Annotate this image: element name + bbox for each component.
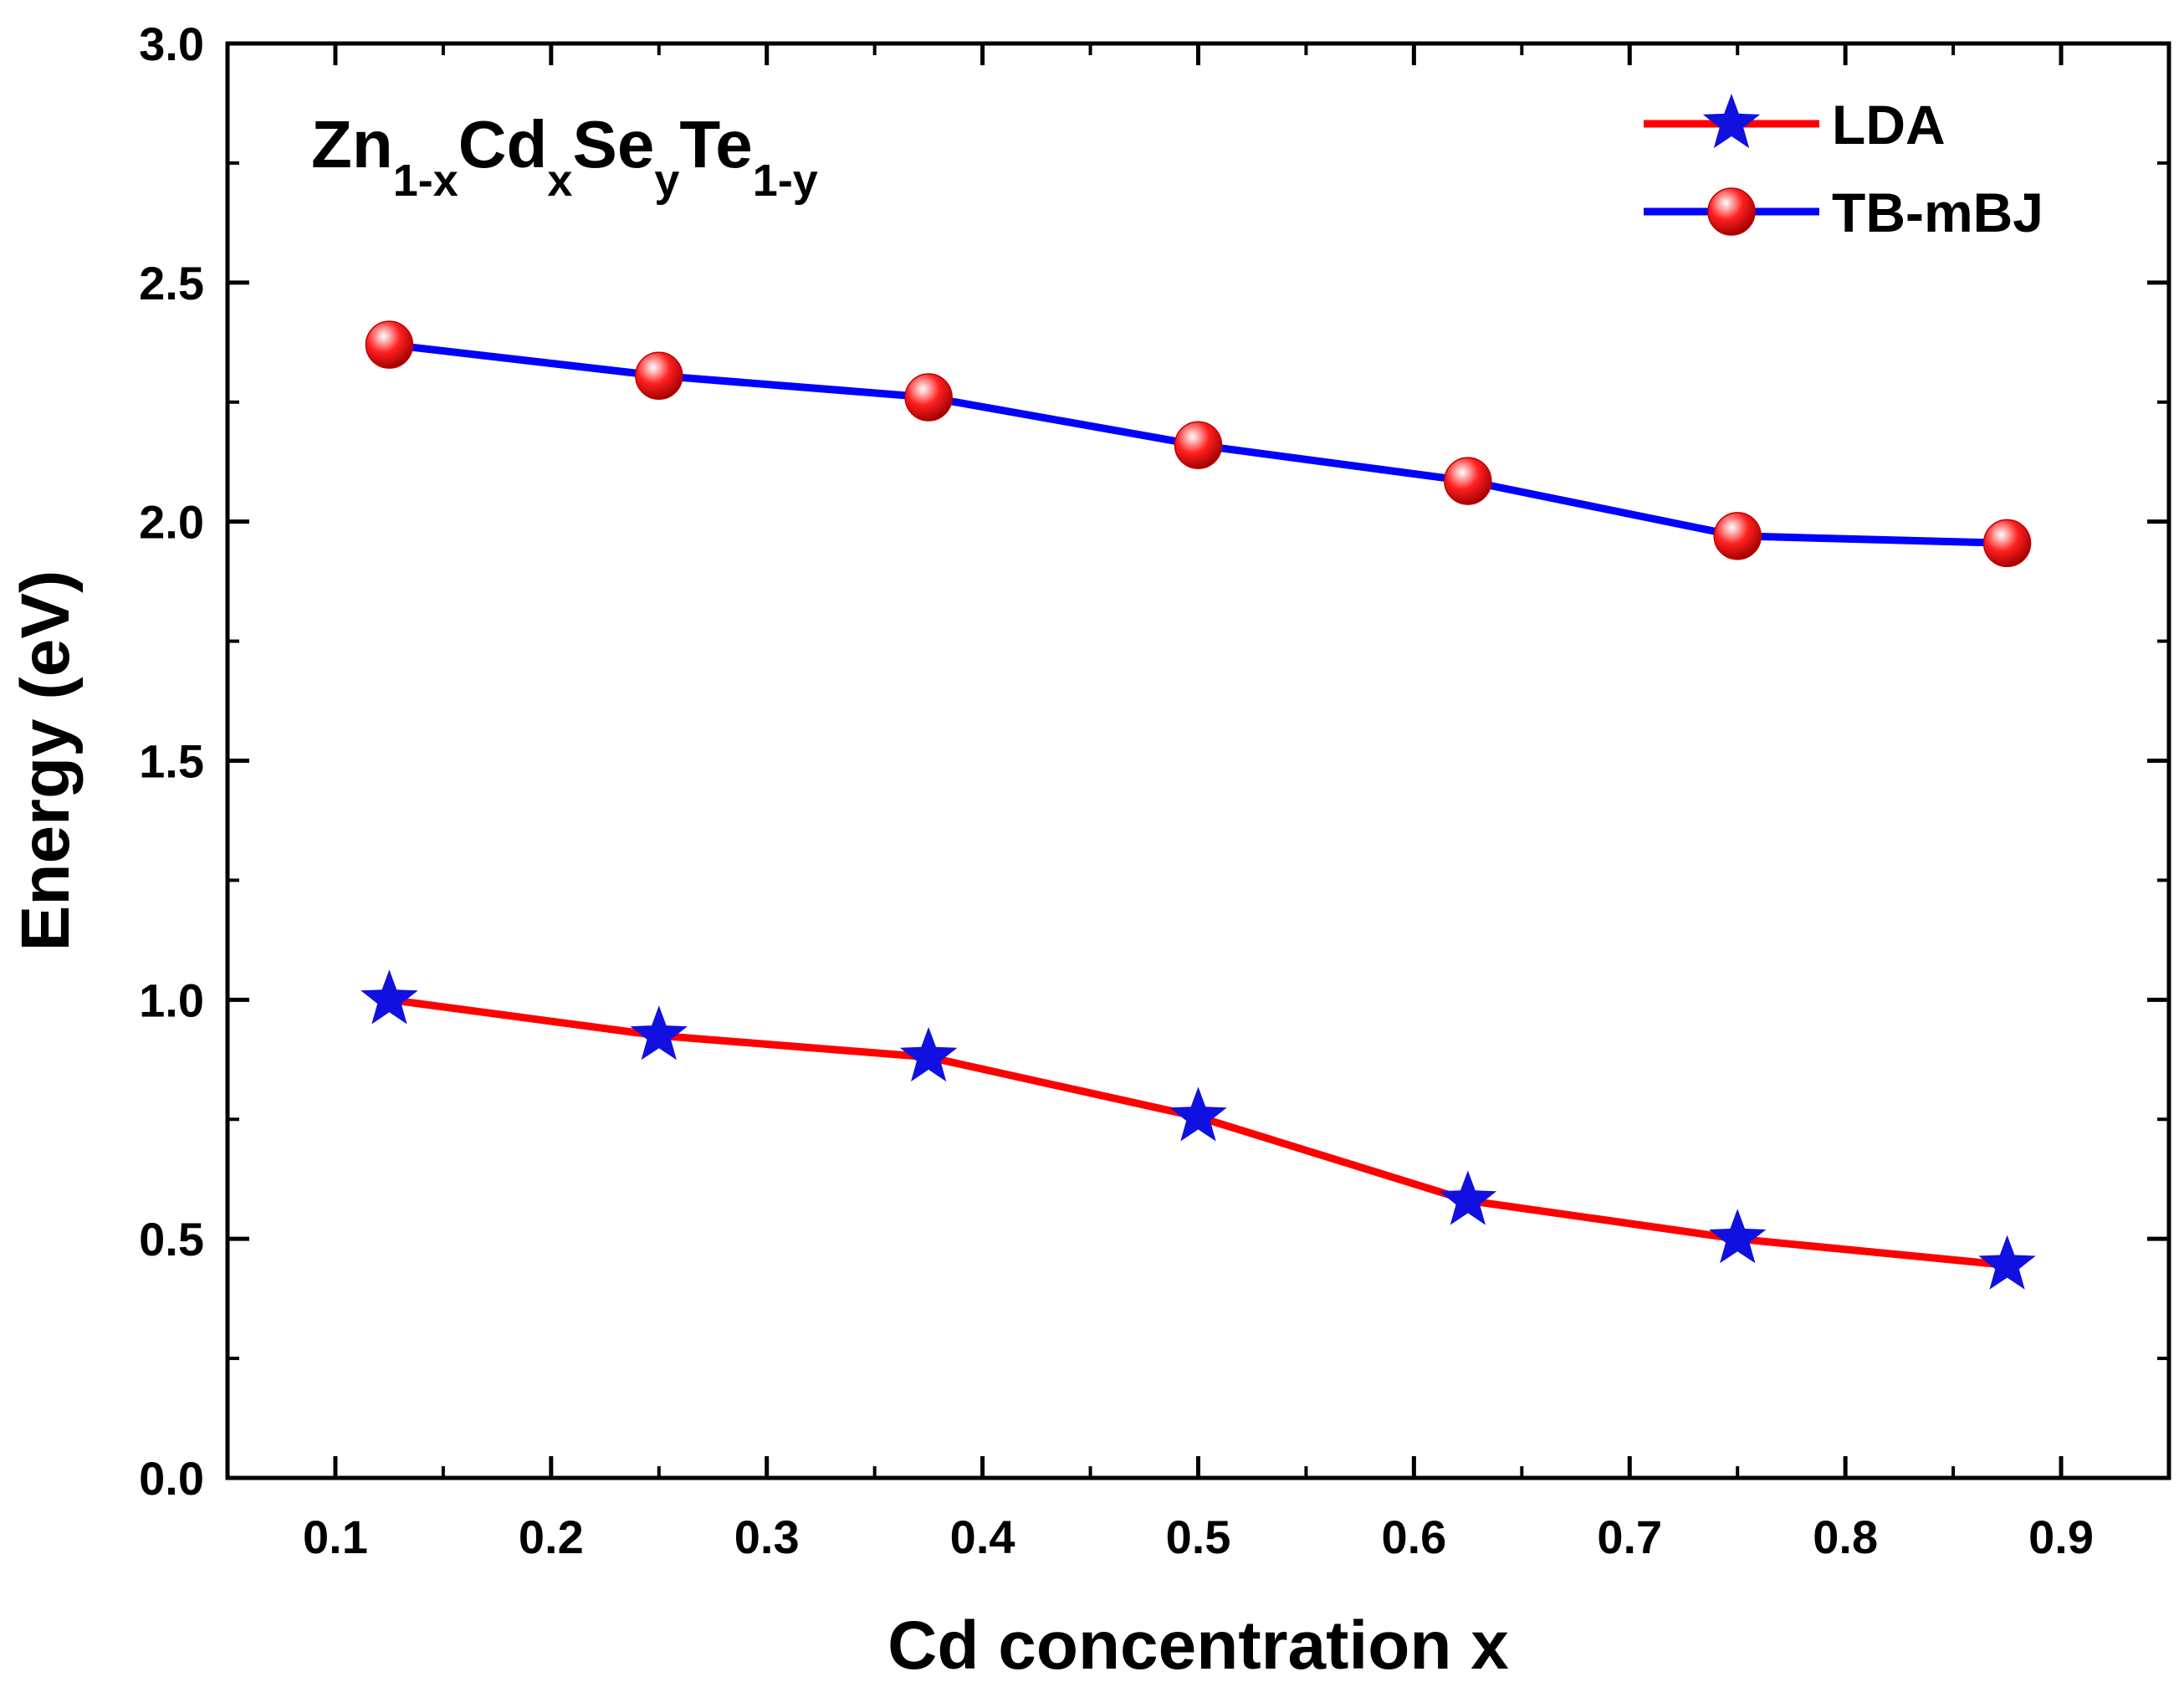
x-tick-label: 0.2 (519, 1511, 584, 1563)
formula-subscript: x (547, 156, 572, 206)
x-tick-label: 0.4 (950, 1511, 1015, 1563)
y-tick-label: 1.0 (139, 974, 204, 1026)
formula-subscript: 1-x (393, 156, 458, 206)
legend-marker-tb-mbj (1707, 187, 1756, 236)
y-tick-label: 2.0 (139, 496, 204, 549)
data-point-lda (1709, 1209, 1767, 1264)
data-point-tb-mbj (1174, 421, 1223, 469)
data-point-tb-mbj (1444, 457, 1492, 505)
data-point-tb-mbj (635, 351, 683, 401)
x-tick-label: 0.3 (734, 1511, 800, 1563)
x-tick-label: 0.9 (2028, 1511, 2094, 1563)
formula-text: Cd (458, 107, 548, 181)
data-point-tb-mbj (904, 373, 953, 422)
x-tick-label: 0.5 (1166, 1511, 1231, 1563)
formula-text: Se (572, 107, 654, 181)
formula-subscript: 1-y (753, 156, 818, 206)
x-axis-title: Cd concentration x (887, 1608, 1509, 1682)
legend-label-lda: LDA (1832, 94, 1946, 156)
x-tick-label: 0.8 (1813, 1511, 1878, 1563)
series-line-lda (388, 995, 2008, 1270)
plot-frame (225, 41, 2171, 1480)
data-point-lda (361, 969, 418, 1025)
formula-text: Te (679, 107, 752, 181)
data-point-tb-mbj (1713, 512, 1762, 560)
data-point-lda (1439, 1170, 1497, 1225)
x-tick-label: 0.1 (303, 1511, 368, 1563)
x-tick-label: 0.6 (1381, 1511, 1446, 1563)
formula-subscript: y (654, 156, 679, 206)
legend: LDA TB-mBJ (1644, 94, 2043, 243)
y-tick-label: 0.0 (139, 1452, 204, 1505)
formula-annotation: Zn1-xCdxSeyTe1-y (311, 107, 818, 206)
y-axis-title: Energy (eV) (8, 570, 84, 952)
legend-label-tb-mbj: TB-mBJ (1832, 181, 2043, 243)
data-point-lda (899, 1026, 958, 1082)
y-tick-label: 0.5 (139, 1213, 204, 1265)
data-point-lda (1978, 1235, 2036, 1290)
x-tick-label: 0.7 (1597, 1511, 1662, 1563)
y-tick-label: 3.0 (139, 18, 204, 70)
data-point-tb-mbj (365, 320, 414, 369)
formula-text: Zn (311, 107, 393, 181)
data-point-lda (1169, 1086, 1227, 1142)
data-point-lda (630, 1005, 688, 1061)
y-tick-label: 2.5 (139, 257, 204, 309)
data-point-tb-mbj (1982, 519, 2032, 568)
legend-marker-lda (1702, 94, 1761, 149)
y-tick-label: 1.5 (139, 735, 204, 788)
